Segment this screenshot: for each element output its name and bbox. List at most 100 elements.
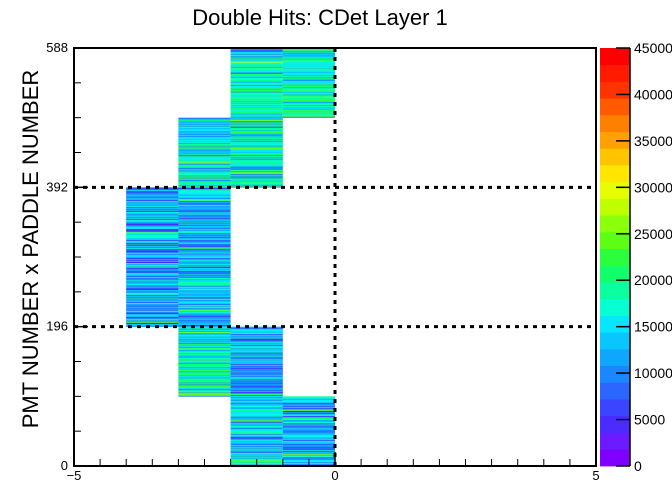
heatmap-cell bbox=[282, 452, 335, 454]
heatmap-cell bbox=[178, 335, 231, 337]
heatmap-cell bbox=[230, 379, 283, 382]
heatmap-cell bbox=[126, 323, 179, 325]
heatmap-cell bbox=[178, 348, 231, 350]
heatmap-cell bbox=[230, 55, 283, 57]
heatmap-cell bbox=[178, 317, 231, 319]
heatmap-cell bbox=[178, 288, 231, 291]
heatmap-cell bbox=[126, 284, 179, 286]
heatmap-cell bbox=[178, 306, 231, 308]
heatmap-cell bbox=[230, 161, 283, 163]
heatmap-cell bbox=[178, 252, 231, 254]
heatmap-cell bbox=[126, 244, 179, 246]
heatmap-cell bbox=[178, 333, 231, 335]
heatmap-cell bbox=[230, 417, 283, 419]
heatmap-cell bbox=[230, 407, 283, 409]
heatmap-cell bbox=[282, 416, 335, 419]
heatmap-cell bbox=[282, 454, 335, 456]
heatmap-cell bbox=[126, 314, 179, 316]
heatmap-cell bbox=[230, 404, 283, 406]
heatmap-cell bbox=[230, 65, 283, 67]
heatmap-cell bbox=[230, 180, 283, 182]
heatmap-cell bbox=[230, 170, 283, 173]
heatmap-cell bbox=[230, 157, 283, 159]
heatmap-cell bbox=[230, 446, 283, 448]
heatmap-cell bbox=[178, 361, 231, 363]
heatmap-cell bbox=[126, 202, 179, 205]
heatmap-cell bbox=[230, 87, 283, 89]
color-scale-swatch bbox=[600, 64, 630, 82]
heatmap-cell bbox=[178, 151, 231, 153]
heatmap-cell bbox=[178, 284, 231, 286]
heatmap-cell bbox=[282, 51, 335, 53]
heatmap-cell bbox=[178, 138, 231, 141]
heatmap-cell bbox=[230, 89, 283, 91]
heatmap-cell bbox=[230, 438, 283, 440]
heatmap-cell bbox=[178, 232, 231, 234]
heatmap-cell bbox=[126, 287, 179, 289]
heatmap-cell bbox=[230, 184, 283, 186]
heatmap-cell bbox=[178, 273, 231, 275]
heatmap-cell bbox=[282, 92, 335, 94]
heatmap-cell bbox=[126, 278, 179, 280]
heatmap-cell bbox=[230, 58, 283, 60]
heatmap-cell bbox=[178, 145, 231, 147]
heatmap-cell bbox=[230, 378, 283, 380]
heatmap-cell bbox=[126, 301, 179, 303]
heatmap-cell bbox=[230, 50, 283, 52]
heatmap-cell bbox=[230, 336, 283, 338]
heatmap-cell bbox=[230, 155, 283, 157]
heatmap-cell bbox=[282, 443, 335, 445]
color-scale-swatch bbox=[600, 114, 630, 132]
heatmap-cell bbox=[126, 212, 179, 214]
heatmap-cell bbox=[230, 101, 283, 103]
heatmap-cell bbox=[178, 247, 231, 249]
heatmap-cell bbox=[230, 372, 283, 374]
heatmap-cell bbox=[282, 92, 335, 94]
heatmap-cell bbox=[230, 119, 283, 121]
color-scale-swatch bbox=[600, 198, 630, 216]
heatmap-cell bbox=[230, 131, 283, 133]
z-tick-label: 15000 bbox=[634, 319, 672, 335]
heatmap-cell bbox=[178, 303, 231, 305]
heatmap-cell bbox=[126, 294, 179, 296]
heatmap-cell bbox=[282, 74, 335, 76]
heatmap-cells bbox=[126, 48, 335, 467]
heatmap-cell bbox=[178, 303, 231, 305]
heatmap-cell bbox=[178, 310, 231, 312]
heatmap-cell bbox=[126, 303, 179, 305]
heatmap-cell bbox=[126, 247, 179, 249]
heatmap-cell bbox=[230, 396, 283, 398]
heatmap-cell bbox=[178, 325, 231, 327]
heatmap-cell bbox=[178, 387, 231, 389]
heatmap-cell bbox=[230, 124, 283, 126]
heatmap-cell bbox=[230, 82, 283, 84]
heatmap-cell bbox=[230, 62, 283, 64]
heatmap-cell bbox=[230, 139, 283, 141]
heatmap-cell bbox=[230, 350, 283, 352]
heatmap-cell bbox=[230, 428, 283, 430]
heatmap-cell bbox=[178, 350, 231, 352]
heatmap-cell bbox=[178, 319, 231, 321]
heatmap-cell bbox=[230, 433, 283, 435]
color-scale-swatch bbox=[600, 81, 630, 99]
heatmap-cell bbox=[178, 341, 231, 343]
heatmap-cell bbox=[230, 142, 283, 144]
heatmap-cell bbox=[178, 140, 231, 142]
heatmap-cell bbox=[282, 66, 335, 68]
heatmap-cell bbox=[178, 242, 231, 244]
heatmap-cell bbox=[126, 306, 179, 308]
heatmap-cell bbox=[282, 102, 335, 104]
heatmap-cell bbox=[178, 173, 231, 175]
heatmap-cell bbox=[126, 190, 179, 192]
heatmap-cell bbox=[178, 259, 231, 261]
heatmap-cell bbox=[178, 340, 231, 342]
heatmap-cell bbox=[178, 185, 231, 187]
heatmap-cell bbox=[178, 280, 231, 282]
heatmap-cell bbox=[126, 312, 179, 314]
heatmap-cell bbox=[178, 290, 231, 292]
z-tick-label: 25000 bbox=[634, 226, 672, 242]
heatmap-cell bbox=[230, 337, 283, 339]
heatmap-cell bbox=[178, 374, 231, 376]
heatmap-cell bbox=[178, 377, 231, 379]
heatmap-cell bbox=[282, 407, 335, 409]
